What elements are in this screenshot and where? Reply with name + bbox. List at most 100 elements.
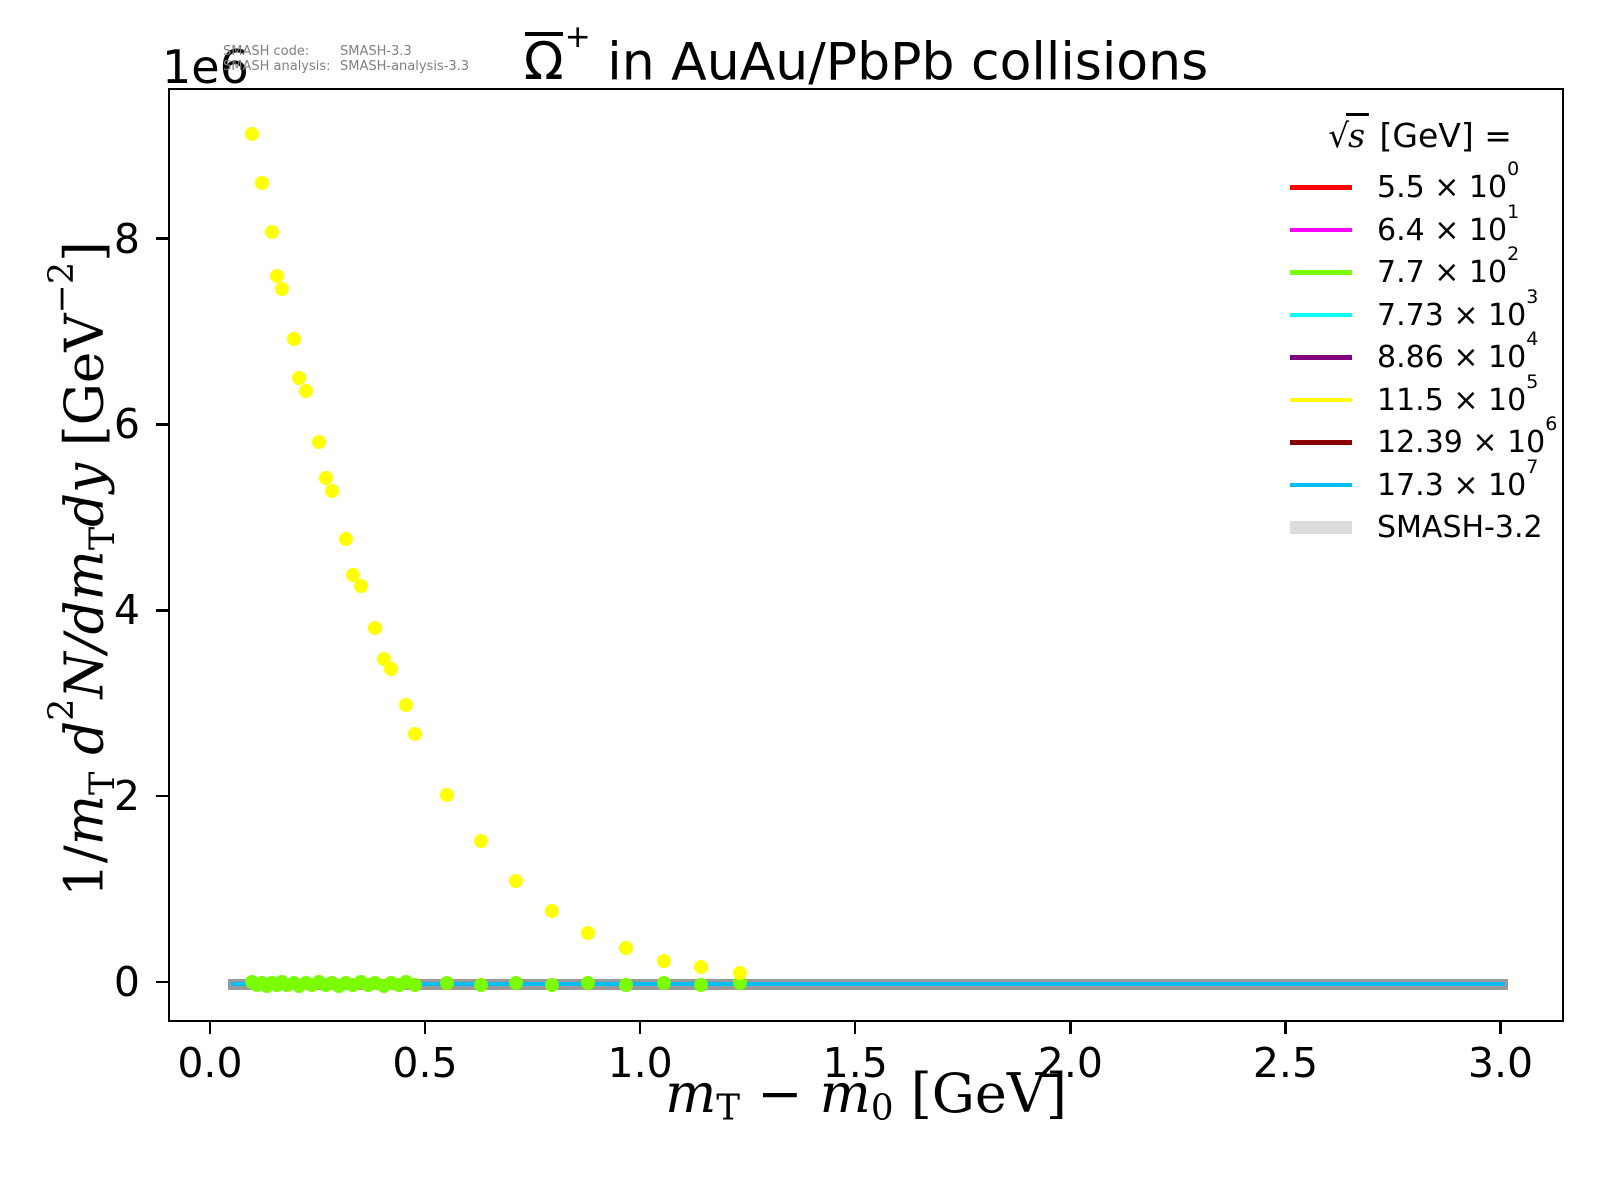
- data-point: [312, 435, 327, 450]
- y-tick-label: 0: [113, 958, 140, 1007]
- data-point: [383, 661, 398, 676]
- x-tick-mark: [853, 1022, 857, 1034]
- data-point: [339, 531, 354, 546]
- y-tick-label: 6: [113, 400, 140, 449]
- data-point: [474, 977, 489, 992]
- legend-entry-label: 7.7 × 102: [1377, 243, 1520, 291]
- axis-label-segment: 2: [42, 698, 82, 721]
- x-tick-label: 2.5: [1252, 1039, 1319, 1087]
- legend-swatch: [1290, 440, 1352, 445]
- data-point: [324, 483, 339, 498]
- particle-symbol: Ω: [523, 32, 564, 93]
- axis-label-segment: N: [54, 652, 116, 699]
- axis-label-segment: m: [819, 1062, 871, 1125]
- legend-entry: SMASH-3.2: [1270, 506, 1570, 549]
- data-point: [733, 965, 748, 980]
- data-point: [367, 621, 382, 636]
- y-tick-mark: [156, 237, 168, 240]
- data-point: [580, 925, 595, 940]
- data-point: [354, 579, 369, 594]
- y-tick-mark: [156, 794, 168, 798]
- sqrt-icon: √: [1328, 116, 1350, 155]
- data-point: [407, 727, 422, 742]
- x-tick-mark: [1284, 1022, 1287, 1034]
- axis-label-segment: −2: [42, 261, 82, 314]
- plot-area: √s [GeV] = 5.5 × 100 6.4 × 101 7.7 × 102 7.…: [168, 88, 1564, 1022]
- x-tick-label: 0.0: [177, 1039, 243, 1087]
- data-point: [694, 977, 709, 992]
- y-tick-label: 4: [113, 586, 140, 635]
- axis-label-segment: T: [716, 1087, 741, 1129]
- x-tick-label: 3.0: [1467, 1039, 1534, 1087]
- particle-charge: +: [564, 19, 591, 55]
- y-tick-label: 8: [113, 214, 140, 263]
- data-point: [694, 960, 709, 975]
- legend-swatch: [1290, 185, 1352, 190]
- y-tick-mark: [156, 609, 168, 612]
- legend-entry-label: 12.39 × 106: [1377, 413, 1558, 461]
- data-point: [657, 976, 672, 991]
- x-tick-mark: [1069, 1022, 1072, 1034]
- x-axis-label: mT − m0 [GeV]: [168, 1062, 1564, 1128]
- y-axis-offset-label: 1e6: [162, 40, 249, 94]
- data-point: [291, 371, 306, 386]
- data-point: [254, 175, 269, 190]
- legend-entry-label: 8.86 × 104: [1377, 328, 1539, 376]
- axis-label-segment: 1/: [54, 845, 116, 897]
- data-point: [545, 903, 560, 918]
- data-point: [580, 976, 595, 991]
- legend-swatch: [1290, 312, 1352, 317]
- legend-entry: 8.86 × 104: [1270, 328, 1570, 379]
- annotation-value: SMASH-3.3: [340, 44, 412, 59]
- axis-label-segment: m: [665, 1062, 717, 1125]
- legend-swatch: [1290, 397, 1352, 402]
- data-point: [244, 126, 259, 141]
- x-tick-label: 2.0: [1037, 1039, 1103, 1087]
- data-point: [299, 384, 314, 399]
- x-tick-mark: [1499, 1022, 1502, 1034]
- legend-entry: 12.39 × 106: [1270, 413, 1570, 464]
- legend-swatch: [1290, 482, 1352, 487]
- legend-entry: 6.4 × 101: [1270, 200, 1570, 252]
- legend-title: √s [GeV] =: [1270, 110, 1570, 162]
- legend-entry: 7.7 × 102: [1270, 243, 1570, 294]
- y-tick-label: 2: [113, 772, 140, 821]
- x-tick-label: 1.0: [607, 1039, 673, 1087]
- legend-entry: 7.73 × 103: [1270, 285, 1570, 337]
- data-point: [440, 976, 455, 991]
- data-point: [509, 873, 524, 888]
- legend-entry: 5.5 × 100: [1270, 158, 1570, 209]
- legend-entry-label: 17.3 × 107: [1377, 455, 1539, 503]
- y-tick-mark: [156, 423, 168, 426]
- plot-title: Ω+ in AuAu/PbPb collisions: [168, 19, 1564, 93]
- legend-swatch: [1290, 355, 1352, 360]
- y-tick-mark: [156, 980, 168, 984]
- legend-swatch: [1290, 270, 1352, 275]
- data-point: [265, 225, 280, 240]
- data-point: [287, 332, 302, 347]
- axis-label-segment: y: [54, 462, 116, 493]
- x-tick-label: 0.5: [392, 1039, 458, 1087]
- axis-label-segment: −: [740, 1062, 820, 1125]
- data-point: [440, 788, 455, 803]
- legend-entry-label: 6.4 × 101: [1377, 200, 1520, 248]
- x-tick-mark: [423, 1022, 427, 1034]
- annotation-value: SMASH-analysis-3.3: [340, 59, 470, 74]
- x-tick-label: 1.5: [822, 1039, 888, 1087]
- data-point: [509, 975, 524, 990]
- axis-label-segment: 0: [870, 1087, 894, 1129]
- legend-entry: 11.5 × 105: [1270, 371, 1570, 422]
- title-text: in AuAu/PbPb collisions: [590, 32, 1209, 93]
- data-point: [346, 568, 361, 583]
- legend-entry-label: SMASH-3.2: [1377, 509, 1543, 545]
- axis-label-segment: [54, 755, 115, 772]
- smash-version-annotation: SMASH code: SMASH-3.3 SMASH analysis: SMASH…: [223, 44, 469, 74]
- annotation-label: SMASH analysis:: [223, 59, 331, 74]
- data-point: [318, 470, 333, 485]
- axis-label-segment: d: [54, 492, 116, 527]
- series-line: [231, 981, 1505, 987]
- axis-label-segment: [GeV]: [893, 1062, 1067, 1125]
- legend-entry: 17.3 × 107: [1270, 455, 1570, 507]
- legend-entry-label: 7.73 × 103: [1377, 285, 1539, 333]
